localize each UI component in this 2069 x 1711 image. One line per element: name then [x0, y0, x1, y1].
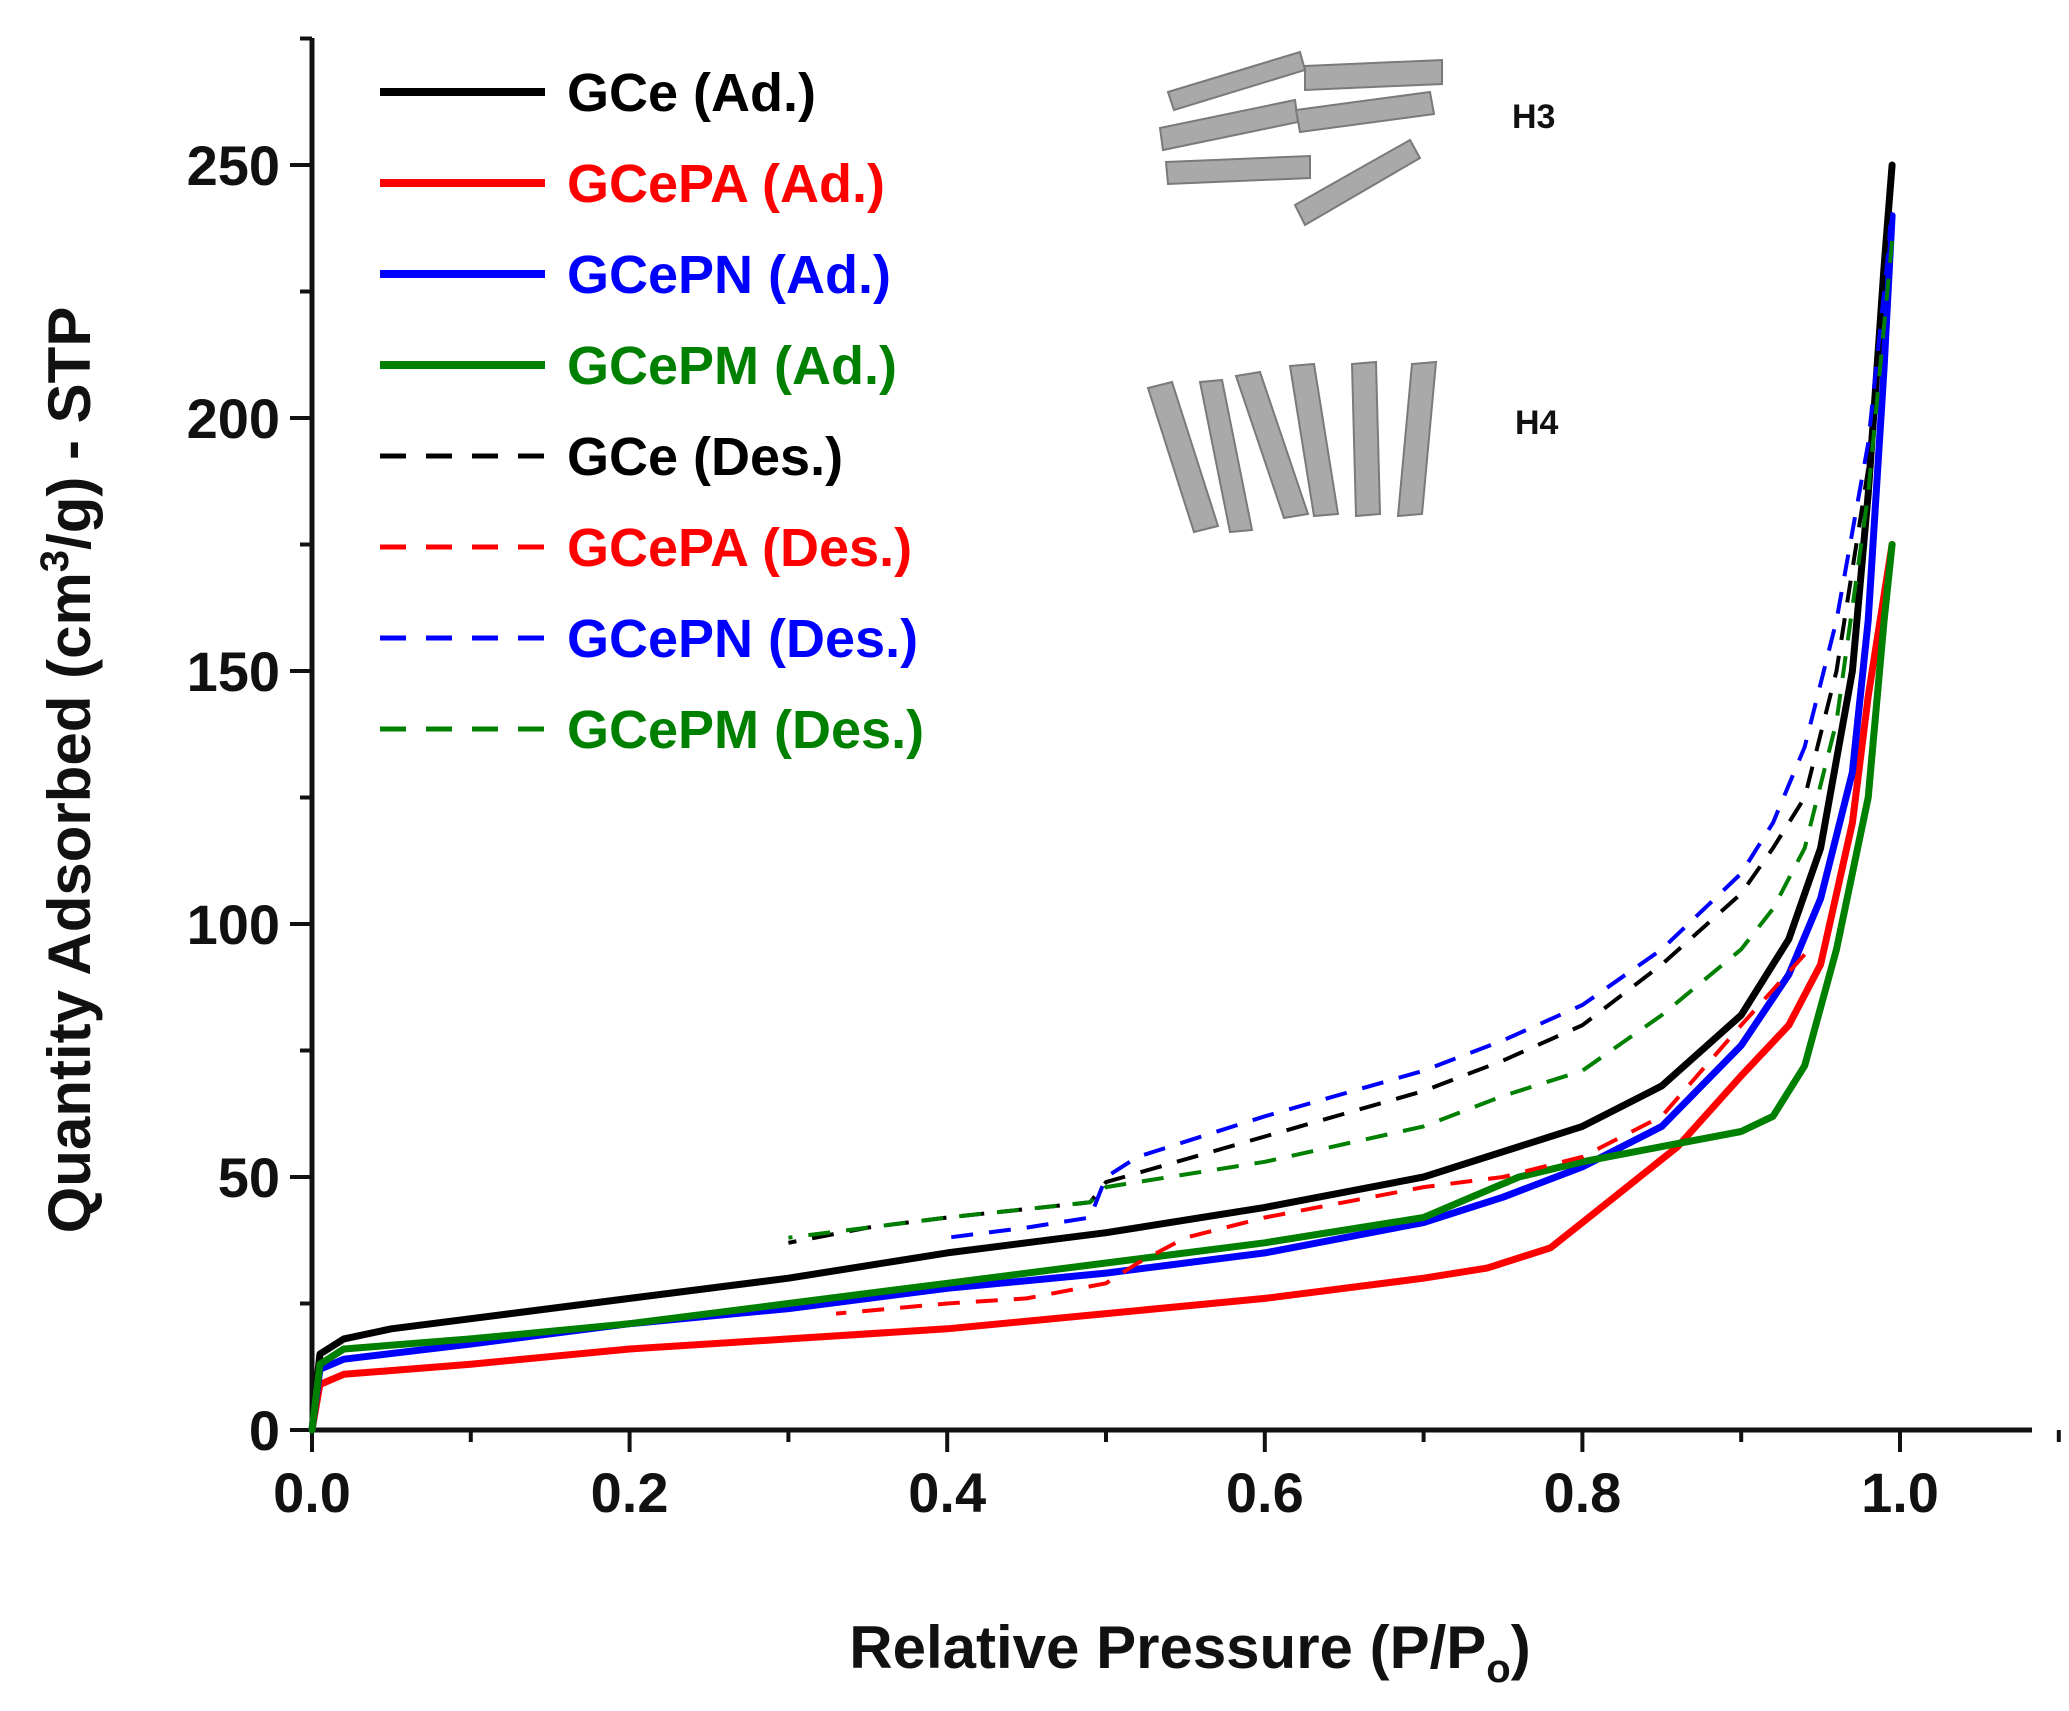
series-line-gce-ad: [308, 161, 1896, 1434]
series-lines: [308, 161, 1896, 1434]
series-line-gcepa-ad: [308, 541, 1896, 1434]
h3-label: H3: [1512, 98, 1555, 136]
series-line-gcepm-des: [788, 240, 1895, 1240]
x-tick-label: 0.0: [273, 1461, 351, 1524]
x-tick-label: 1.0: [1861, 1461, 1939, 1524]
legend-label: GCe (Ad.): [567, 63, 816, 123]
legend-label: GCe (Des.): [567, 427, 843, 487]
y-axis-title: Quantity Adsorbed (cm3/g) - STP: [33, 307, 103, 1234]
legend: GCe (Ad.) GCePA (Ad.) GCePN (Ad.) GCePM (Ad…: [380, 63, 924, 760]
legend-label: GCePN (Des.): [567, 609, 918, 669]
series-line-gcepn-des: [946, 215, 1895, 1240]
y-tick-label: 200: [187, 387, 280, 450]
y-tick-label: 250: [187, 134, 280, 197]
y-tick-label: 150: [187, 640, 280, 703]
y-tick-label: 0: [249, 1399, 280, 1462]
x-tick-label: 0.6: [1226, 1461, 1304, 1524]
x-tick-label: 0.8: [1543, 1461, 1621, 1524]
legend-label: GCePN (Ad.): [567, 245, 891, 305]
axes: [309, 38, 2032, 1433]
legend-label: GCePA (Ad.): [567, 154, 885, 214]
y-tick-label: 50: [218, 1146, 280, 1209]
x-tick-label: 0.4: [908, 1461, 986, 1524]
tick-labels: 0.0 0.2 0.4 0.6 0.8 1.0 0 50 100 150 200 250: [187, 134, 1939, 1524]
series-line-gcepa-des: [835, 953, 1807, 1316]
h4-schematic-icon: [1146, 360, 1438, 534]
ticks: [290, 36, 2061, 1452]
legend-label: GCePM (Ad.): [567, 336, 897, 396]
series-line-gce-des: [788, 164, 1895, 1245]
series-line-gcepn-ad: [308, 212, 1896, 1434]
legend-label: GCePA (Des.): [567, 518, 912, 578]
series-line-gcepm-ad: [308, 541, 1896, 1434]
x-axis-title: Relative Pressure (P/Po): [849, 1614, 1530, 1691]
h3-schematic-icon: [1158, 50, 1443, 227]
y-tick-label: 100: [187, 893, 280, 956]
legend-label: GCePM (Des.): [567, 700, 924, 760]
h4-label: H4: [1515, 404, 1559, 442]
x-tick-label: 0.2: [591, 1461, 669, 1524]
